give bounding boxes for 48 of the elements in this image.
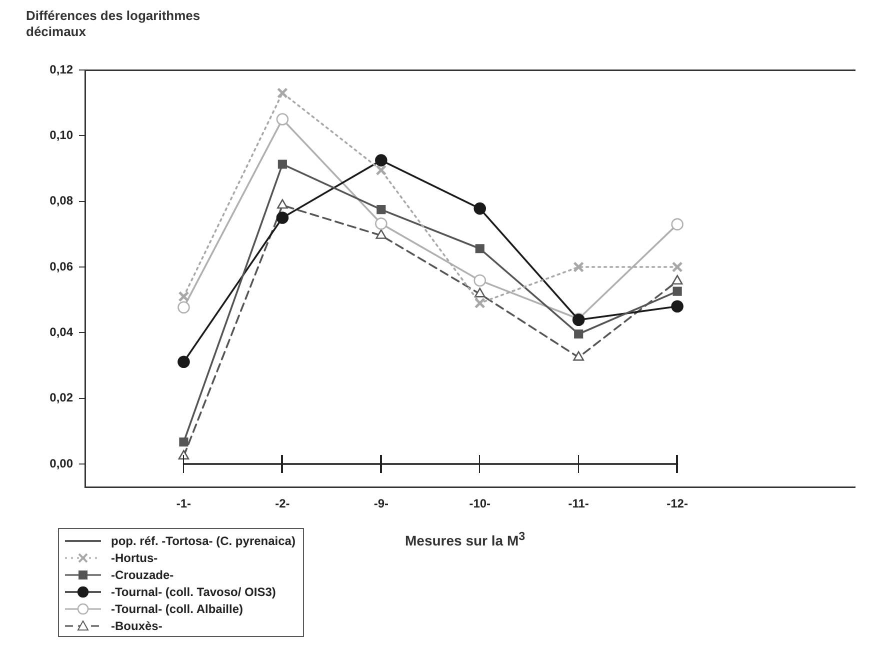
point bbox=[376, 164, 387, 176]
y-tick-label: 0,12 bbox=[50, 62, 74, 76]
point bbox=[276, 113, 289, 126]
legend-label: -Bouxès- bbox=[111, 618, 162, 632]
x-tick-label: -9- bbox=[374, 496, 388, 511]
point bbox=[474, 274, 486, 287]
point bbox=[672, 274, 683, 285]
x-tick-label: -11- bbox=[568, 496, 589, 511]
y-tick-label: 0,04 bbox=[50, 324, 74, 339]
point bbox=[375, 218, 388, 230]
point bbox=[474, 298, 486, 309]
point bbox=[178, 301, 190, 314]
y-axis-title: Différences des logarithmes décimaux bbox=[26, 8, 200, 40]
point bbox=[671, 218, 684, 230]
legend-label: -Tournal- (coll. Albaille) bbox=[111, 602, 243, 616]
point bbox=[672, 262, 683, 272]
x-tick-label: -2- bbox=[275, 496, 290, 511]
x-tick-label: -12- bbox=[666, 496, 688, 511]
y-tick-label: 0,06 bbox=[50, 259, 74, 274]
x-tick-label: -1- bbox=[176, 496, 192, 511]
y-tick-label: 0,00 bbox=[50, 456, 74, 470]
point bbox=[573, 262, 584, 272]
legend-label: -Tournal- (coll. Tavoso/ OIS3) bbox=[111, 584, 276, 598]
point bbox=[375, 154, 388, 166]
legend-label: pop. réf. -Tortosa- (C. pyrenaica) bbox=[111, 534, 296, 548]
y-tick-label: 0,02 bbox=[50, 390, 74, 405]
point bbox=[672, 286, 682, 296]
point bbox=[474, 202, 486, 215]
y-tick-label: 0,10 bbox=[50, 128, 74, 142]
point bbox=[278, 160, 287, 169]
legend-label: -Crouzade- bbox=[111, 568, 174, 582]
x-tick-label: -10- bbox=[469, 496, 491, 511]
point bbox=[179, 437, 188, 447]
point bbox=[474, 288, 486, 298]
legend-label: -Hortus- bbox=[111, 550, 158, 564]
point bbox=[178, 356, 190, 368]
point bbox=[671, 300, 684, 313]
point bbox=[277, 199, 288, 209]
point bbox=[376, 205, 386, 214]
point bbox=[276, 87, 288, 98]
x-axis-title: Mesures sur la M$^{3}$ bbox=[405, 530, 526, 549]
y-tick-label: 0,08 bbox=[50, 194, 74, 208]
point bbox=[475, 244, 484, 254]
point bbox=[276, 212, 289, 224]
point bbox=[573, 351, 584, 361]
point bbox=[574, 329, 584, 339]
point bbox=[376, 229, 387, 239]
point bbox=[178, 291, 190, 302]
